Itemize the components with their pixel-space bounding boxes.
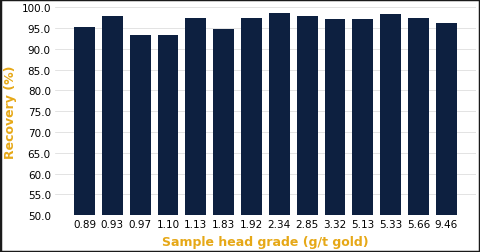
- Bar: [102, 17, 123, 252]
- Bar: [157, 36, 179, 252]
- Bar: [297, 17, 318, 252]
- Bar: [213, 30, 234, 252]
- Bar: [436, 24, 456, 252]
- Bar: [185, 19, 206, 252]
- Bar: [74, 28, 95, 252]
- Bar: [352, 20, 373, 252]
- Y-axis label: Recovery (%): Recovery (%): [4, 65, 17, 158]
- Bar: [408, 19, 429, 252]
- X-axis label: Sample head grade (g/t gold): Sample head grade (g/t gold): [162, 235, 369, 248]
- Bar: [324, 20, 346, 252]
- Bar: [269, 14, 290, 252]
- Bar: [241, 19, 262, 252]
- Bar: [130, 36, 151, 252]
- Bar: [380, 15, 401, 252]
